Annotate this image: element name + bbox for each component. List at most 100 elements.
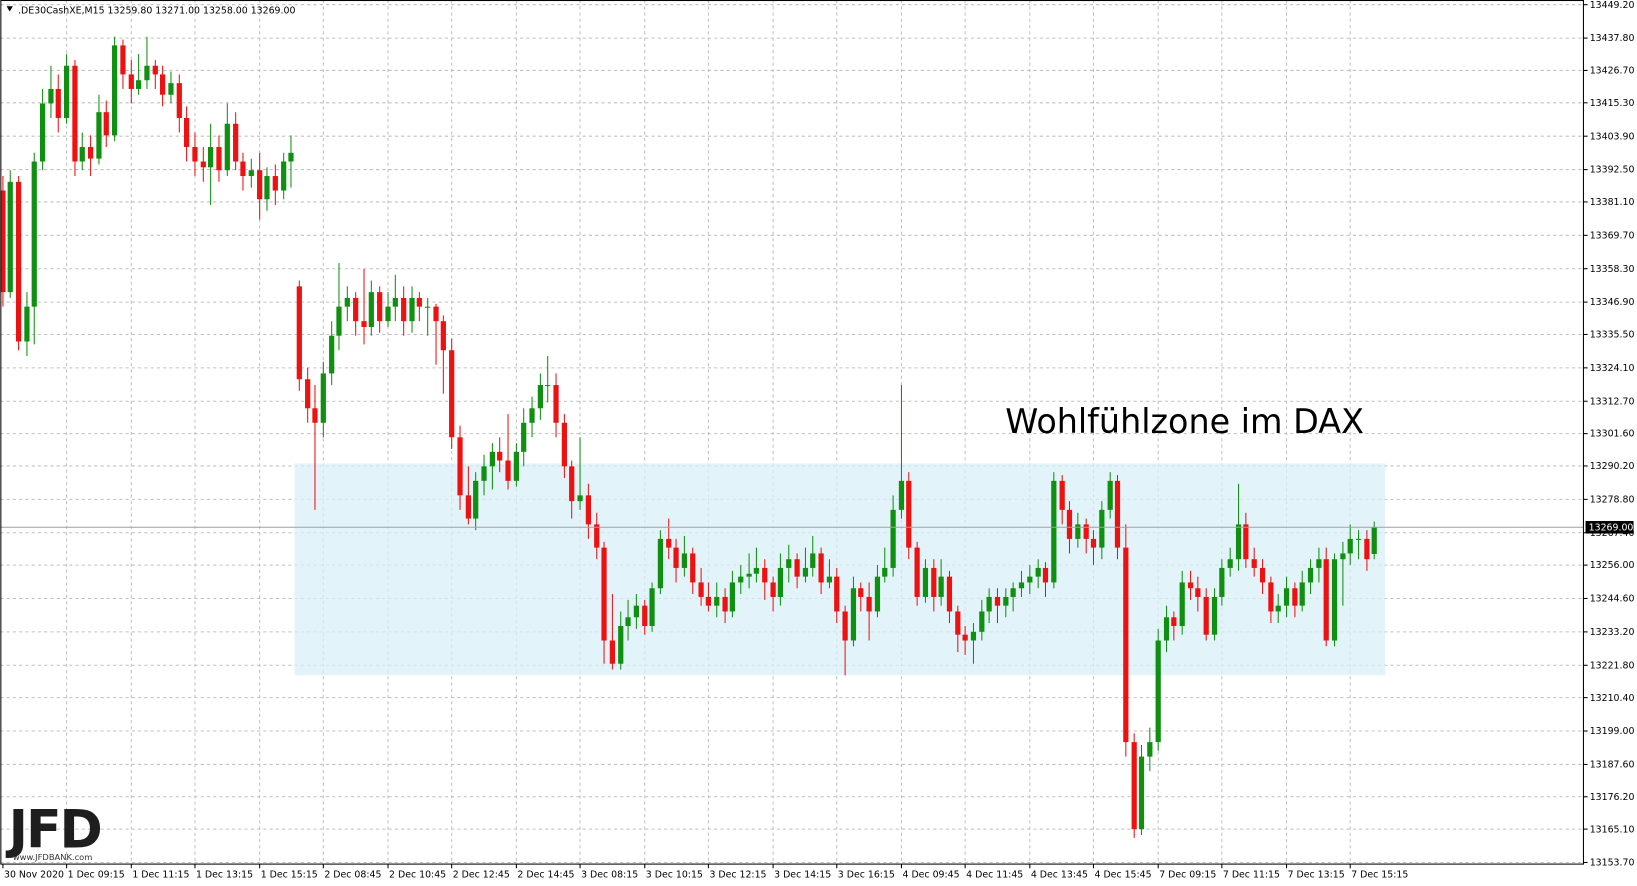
candle-body	[594, 524, 600, 548]
candle-body	[858, 588, 864, 597]
candle-body	[681, 553, 688, 568]
chart-header: .DE30CashXE,M15 13259.80 13271.00 13258.…	[18, 6, 295, 17]
y-tick-label: 13233.20	[1590, 627, 1635, 638]
y-tick-label: 13324.10	[1590, 363, 1635, 374]
candle-body	[794, 559, 800, 577]
candle-body	[1371, 527, 1377, 554]
candle-body	[946, 576, 953, 612]
candle-body	[979, 611, 985, 632]
candle-body	[1131, 742, 1137, 830]
candle-body	[344, 297, 350, 307]
candle-body	[609, 640, 616, 664]
candle-body	[1010, 588, 1016, 597]
candle-body	[1243, 524, 1249, 560]
candle-body	[31, 161, 37, 307]
candle-body	[416, 297, 422, 307]
candle-body	[786, 559, 792, 568]
candle-body	[281, 161, 287, 191]
candle-body	[802, 567, 809, 577]
candle-body	[1283, 588, 1290, 606]
candle-body	[425, 306, 431, 308]
y-tick-label: 13426.70	[1590, 66, 1635, 77]
candle-body	[1251, 559, 1257, 568]
x-tick-label: 2 Dec 08:45	[324, 870, 381, 881]
x-tick-label: 1 Dec 11:15	[132, 870, 189, 881]
candle-body	[0, 190, 6, 293]
candle-body	[248, 170, 254, 177]
menu-arrow[interactable]	[6, 6, 13, 12]
x-tick-label: 1 Dec 09:15	[68, 870, 125, 881]
candle-body	[698, 582, 704, 597]
candle-body	[521, 422, 527, 452]
candle-body	[922, 567, 929, 597]
candle-body	[320, 373, 326, 423]
candle-body	[1292, 588, 1298, 606]
candle-body	[738, 576, 744, 583]
candle-body	[457, 437, 463, 496]
logo-url: www.JFDBANK.com	[13, 852, 93, 862]
y-tick-label: 13176.20	[1590, 792, 1635, 803]
candle-body	[72, 65, 78, 162]
candle-body	[1323, 559, 1329, 641]
candle-body	[1195, 588, 1201, 597]
candle-body	[329, 335, 335, 374]
candle-body	[87, 146, 94, 159]
candle-body	[1203, 596, 1209, 635]
candle-body	[1211, 596, 1218, 635]
candle-body	[705, 596, 712, 606]
candle-body	[1347, 538, 1353, 554]
candle-body	[625, 617, 631, 626]
candle-body	[777, 567, 784, 597]
candle-body	[746, 573, 752, 577]
y-tick-label: 13278.80	[1590, 494, 1635, 505]
candle-body	[955, 611, 961, 635]
candle-body	[633, 605, 640, 618]
candle-body	[1051, 480, 1057, 583]
candle-body	[577, 495, 583, 502]
candle-body	[1138, 756, 1145, 830]
candle-body	[770, 582, 776, 597]
candle-body	[152, 65, 158, 75]
candle-body	[449, 350, 455, 438]
candle-body	[545, 385, 551, 387]
candle-body	[184, 117, 190, 147]
y-tick-label: 13210.40	[1590, 693, 1635, 704]
candle-body	[288, 152, 294, 162]
candle-body	[481, 466, 487, 481]
x-tick-label: 1 Dec 13:15	[196, 870, 253, 881]
candle-body	[55, 88, 61, 118]
candle-body	[585, 495, 591, 525]
candle-body	[257, 170, 263, 200]
candle-body	[272, 176, 278, 191]
x-tick-label: 7 Dec 15:15	[1351, 870, 1408, 881]
y-tick-label: 13221.80	[1590, 660, 1635, 671]
candle-body	[513, 451, 519, 481]
candle-body	[729, 582, 736, 612]
candle-body	[240, 161, 246, 177]
candle-body	[401, 297, 407, 322]
candle-body	[690, 553, 696, 583]
current-price-box	[1585, 521, 1634, 534]
candles	[0, 36, 1584, 838]
y-tick-label: 13312.70	[1590, 396, 1635, 407]
candle-body	[810, 553, 816, 568]
candle-body	[1090, 538, 1097, 548]
candle-body	[1355, 538, 1362, 540]
y-tick-label: 13165.10	[1590, 824, 1635, 835]
candle-body	[216, 146, 222, 171]
candle-body	[312, 408, 318, 423]
candle-body	[914, 547, 920, 597]
candle-body	[224, 123, 230, 171]
candle-body	[842, 611, 848, 641]
x-tick-label: 7 Dec 13:15	[1288, 870, 1345, 881]
candle-body	[103, 112, 109, 136]
candle-body	[24, 306, 30, 342]
candle-body	[305, 379, 311, 409]
y-tick-label: 13381.10	[1590, 197, 1635, 208]
candle-body	[1316, 559, 1322, 568]
candle-body	[63, 65, 70, 118]
candle-body	[135, 80, 142, 89]
